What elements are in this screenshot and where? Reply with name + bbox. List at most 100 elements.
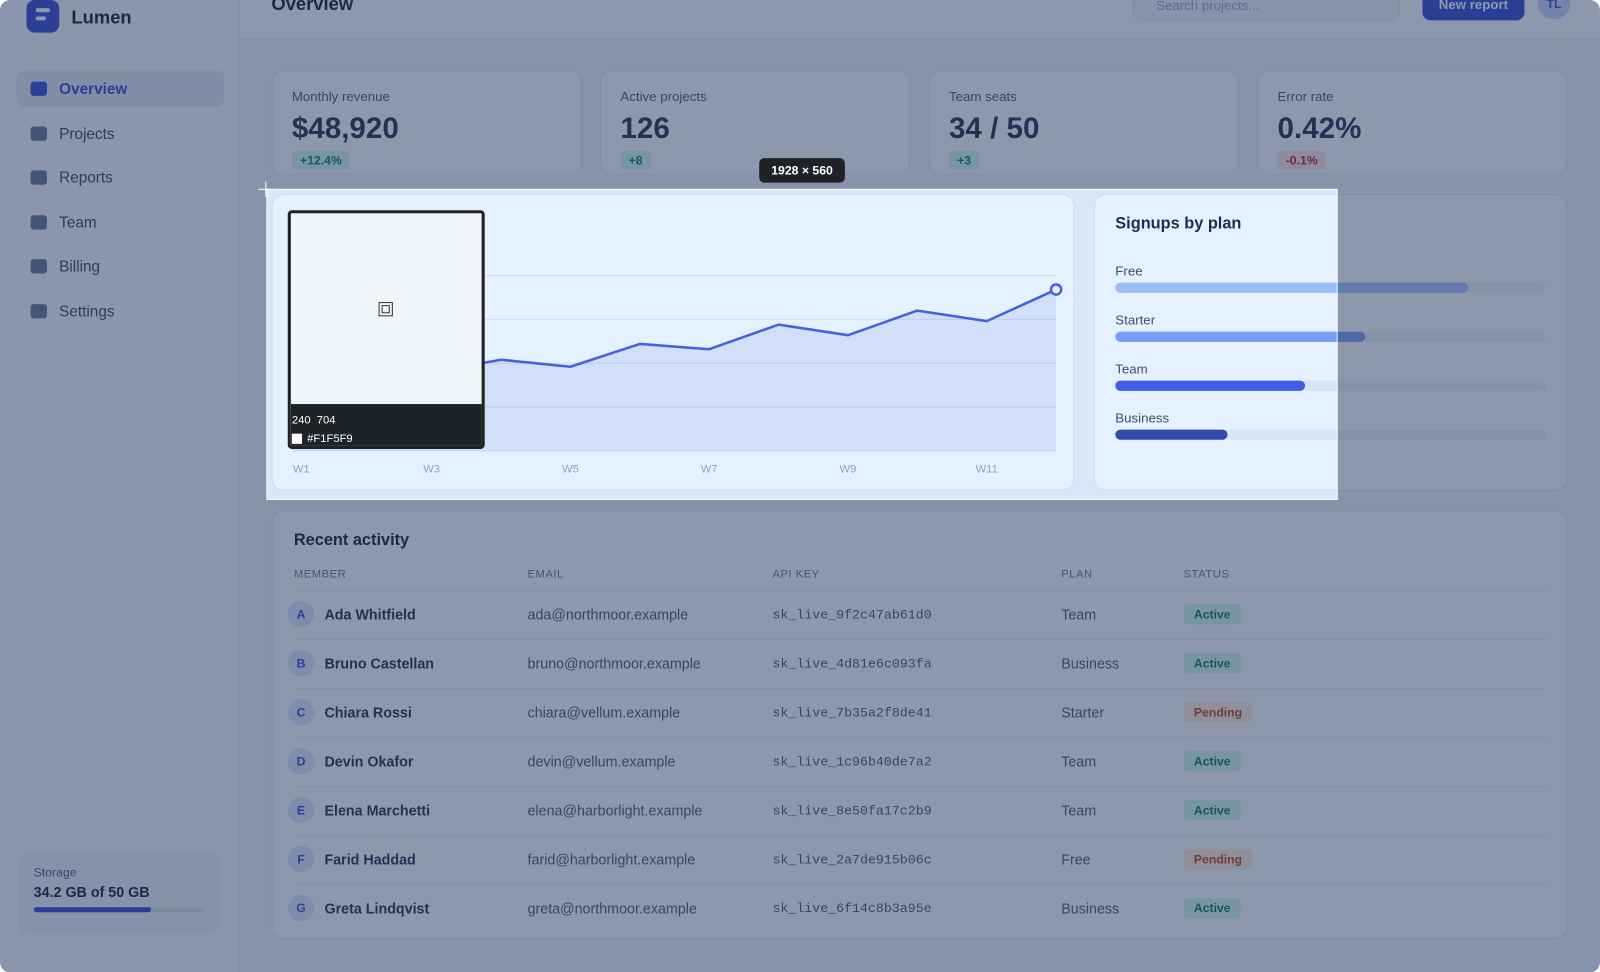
- plan-label: Business: [1115, 410, 1170, 426]
- color-swatch: [291, 433, 303, 444]
- kpi-label: Error rate: [1277, 88, 1334, 105]
- member-avatar: B: [287, 649, 315, 677]
- member-email: bruno@northmoor.example: [527, 655, 701, 672]
- storage-text: 34.2 GB of 50 GB: [33, 883, 150, 900]
- x-tick-label: W3: [423, 463, 440, 475]
- signups-title: Signups by plan: [1115, 215, 1242, 233]
- nav-item[interactable]: Settings: [16, 293, 224, 330]
- nav-item[interactable]: Overview: [16, 70, 225, 108]
- table-row: G Greta Lindqvist greta@northmoor.example s…: [272, 884, 1568, 933]
- x-tick-label: W7: [701, 463, 718, 475]
- search-box[interactable]: Search projects...: [1132, 0, 1400, 21]
- member-initial: E: [296, 803, 306, 818]
- member-initial: A: [296, 607, 306, 622]
- row-divider: [293, 589, 1548, 591]
- capture-color: #F1F5F9: [307, 432, 353, 445]
- member-initial: G: [296, 901, 306, 916]
- plan-bar: [1115, 429, 1228, 440]
- column-header: API KEY: [772, 568, 820, 581]
- row-divider: [293, 638, 1548, 640]
- plan: Team: [1061, 753, 1097, 770]
- plan: Business: [1061, 899, 1120, 917]
- new-report-button[interactable]: New report: [1422, 0, 1525, 21]
- kpi-value: 34 / 50: [948, 112, 1040, 145]
- row-divider: [293, 834, 1548, 836]
- member-avatar: F: [287, 845, 315, 873]
- activity-title: Recent activity: [293, 531, 410, 549]
- capture-size: 1928 × 560: [759, 158, 845, 183]
- nav-item[interactable]: Reports: [16, 159, 224, 196]
- magnifier-cursor: [378, 302, 393, 317]
- storage-card: Storage 34.2 GB of 50 GB: [18, 853, 221, 935]
- nav-icon: [30, 304, 47, 319]
- avatar[interactable]: TL: [1537, 0, 1571, 20]
- member-email: farid@harborlight.example: [527, 851, 696, 868]
- kpi-delta: +12.4%: [291, 151, 351, 170]
- search-placeholder: Search projects...: [1156, 0, 1260, 14]
- nav-icon: [30, 81, 47, 96]
- status-badge: Active: [1183, 897, 1241, 919]
- sidebar: Lumen Overview Projects Reports Team Billing…: [0, 0, 240, 972]
- plan-track: [1115, 282, 1546, 293]
- storage-track: [33, 907, 206, 913]
- nav-label: Overview: [59, 80, 128, 98]
- nav-label: Projects: [59, 125, 115, 143]
- page-title: Overview: [271, 0, 354, 15]
- status-badge: Pending: [1183, 702, 1253, 723]
- member-name: Greta Lindqvist: [324, 899, 430, 917]
- nav-icon: [30, 126, 47, 141]
- kpi-card: Monthly revenue $48,920 +12.4%: [271, 70, 582, 175]
- plan-label: Starter: [1115, 312, 1156, 328]
- member-initial: C: [296, 705, 306, 720]
- button-label: New report: [1438, 0, 1509, 13]
- x-tick-label: W5: [562, 463, 579, 475]
- member-name: Ada Whitfield: [324, 606, 416, 623]
- column-header: PLAN: [1061, 568, 1093, 581]
- row-divider: [293, 785, 1548, 787]
- plan: Free: [1061, 851, 1091, 868]
- nav-label: Reports: [59, 169, 113, 187]
- status-badge: Active: [1183, 604, 1241, 625]
- nav-item[interactable]: Billing: [16, 248, 224, 285]
- plan-track: [1115, 429, 1546, 440]
- x-tick-label: W11: [976, 463, 998, 475]
- member-name: Farid Haddad: [324, 851, 416, 868]
- nav-label: Billing: [59, 258, 101, 276]
- row-divider: [293, 736, 1548, 738]
- member-avatar: C: [287, 698, 315, 726]
- nav-item[interactable]: Team: [16, 204, 224, 241]
- api-key: sk_live_4d81e6c093fa: [772, 656, 932, 672]
- trend-endpoint: [1049, 283, 1063, 296]
- plan-track: [1115, 331, 1546, 342]
- status-badge: Active: [1183, 751, 1241, 772]
- column-header: MEMBER: [293, 568, 347, 581]
- api-key: sk_live_6f14c8b3a95e: [772, 901, 932, 917]
- crosshair: [265, 181, 267, 197]
- api-key: sk_live_8e50fa17c2b9: [772, 803, 932, 819]
- avatar-initials: TL: [1546, 0, 1562, 12]
- plan: Team: [1061, 802, 1097, 819]
- nav-icon: [30, 170, 47, 185]
- capture-coords: 240 704: [291, 414, 336, 427]
- plan-bar: [1115, 282, 1469, 293]
- kpi-value: 126: [620, 112, 670, 145]
- app-name: Lumen: [71, 7, 132, 28]
- table-row: F Farid Haddad farid@harborlight.example sk…: [272, 835, 1568, 884]
- kpi-label: Team seats: [948, 88, 1017, 105]
- plan-track: [1115, 380, 1546, 391]
- x-tick-label: W1: [293, 463, 310, 475]
- member-name: Devin Okafor: [324, 753, 414, 770]
- member-email: chiara@vellum.example: [527, 704, 681, 721]
- kpi-label: Monthly revenue: [291, 88, 390, 105]
- nav-item[interactable]: Projects: [16, 115, 224, 152]
- kpi-value: 0.42%: [1277, 112, 1362, 145]
- member-avatar: D: [287, 747, 315, 775]
- status-badge: Active: [1183, 799, 1241, 821]
- kpi-card: Error rate 0.42% -0.1%: [1257, 70, 1568, 175]
- kpi-card: Team seats 34 / 50 +3: [928, 70, 1239, 175]
- column-header: STATUS: [1183, 568, 1230, 581]
- magnifier-info: 240 704 #F1F5F9: [290, 404, 482, 446]
- nav-label: Settings: [59, 303, 115, 321]
- nav-icon: [30, 215, 47, 230]
